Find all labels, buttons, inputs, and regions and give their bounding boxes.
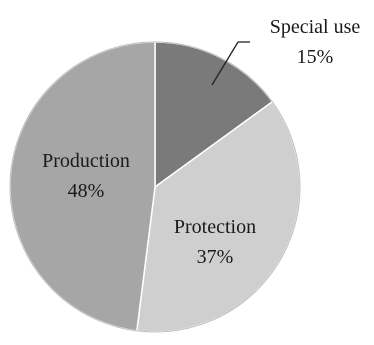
special-use-leader-line xyxy=(211,41,239,86)
slice-label-special-use: Special use xyxy=(270,16,361,38)
slice-value-protection: 37% xyxy=(197,246,234,268)
pie-outline xyxy=(9,41,301,333)
slice-label-production: Production xyxy=(42,150,130,172)
pie-slices xyxy=(9,41,301,333)
slice-value-production: 48% xyxy=(68,180,105,202)
slice-value-special-use: 15% xyxy=(297,46,334,68)
slice-label-protection: Protection xyxy=(174,216,256,238)
